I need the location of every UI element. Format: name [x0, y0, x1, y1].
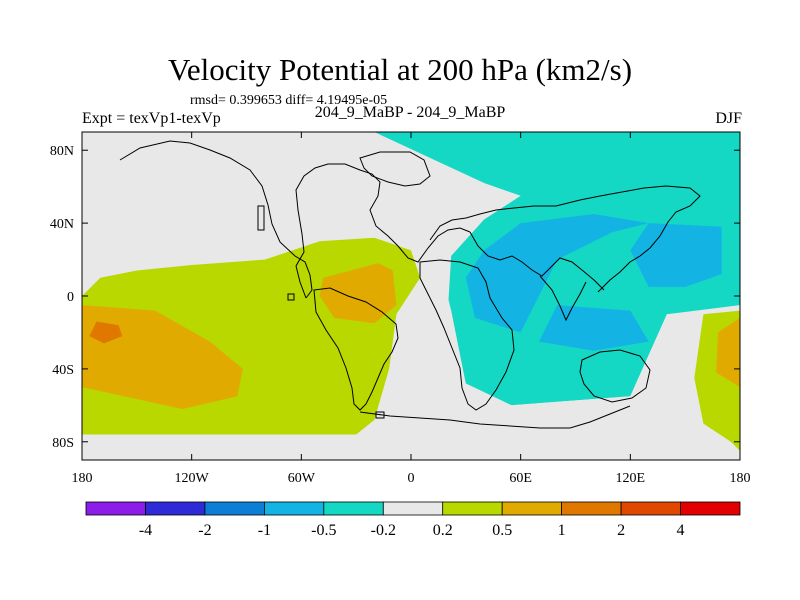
x-axis-ticks: 180 120W 60W 0 60E 120E 180	[72, 132, 751, 486]
colorbar-swatch	[323, 501, 384, 516]
region-indian-negative-south	[538, 305, 649, 351]
colorbar-swatch	[561, 501, 622, 516]
y-axis-ticks: 80N 40N 0 40S 80S	[50, 144, 740, 451]
colorbar-swatch	[442, 501, 503, 516]
region-pacific-positive-core	[82, 305, 243, 409]
rmsd-diff-label: rmsd= 0.399653 diff= 4.19495e-05	[190, 93, 388, 108]
y-tick-label: 80S	[52, 436, 74, 451]
colorbar-label: -2	[198, 522, 211, 539]
colorbar-label: 4	[677, 522, 685, 539]
region-pacific-strong-core	[89, 321, 123, 344]
region-neutral-arctic	[82, 141, 466, 296]
colorbar-label: -0.2	[371, 522, 396, 539]
colorbar-swatch	[145, 501, 206, 516]
contour-fill-regions	[82, 132, 740, 460]
colorbar-label: 1	[558, 522, 566, 539]
colorbar-label: -1	[258, 522, 271, 539]
colorbar-label: 0.2	[433, 522, 453, 539]
coastline-africa	[419, 259, 515, 411]
y-tick-label: 40N	[50, 217, 74, 232]
region-atlantic-positive-core	[319, 263, 397, 324]
coastline-india	[539, 275, 587, 322]
coastline-eurasia	[429, 185, 701, 293]
colorbar-swatch	[204, 501, 265, 516]
x-tick-label: 180	[72, 471, 93, 486]
coastline-greenland	[359, 151, 431, 187]
colorbar-label: 2	[617, 522, 625, 539]
region-southeast-positive-core	[716, 317, 740, 388]
y-tick-label: 40S	[52, 363, 74, 378]
colorbar-swatch	[680, 501, 741, 516]
coastline-south-america	[313, 287, 399, 411]
coastline-islands	[257, 205, 385, 419]
x-tick-label: 0	[408, 471, 415, 486]
region-indian-negative-west	[465, 214, 649, 333]
coastline-north-america	[119, 140, 313, 299]
colorbar-swatch	[620, 501, 681, 516]
season-label: DJF	[715, 110, 742, 127]
coastline-outlines	[119, 140, 701, 429]
region-pacific-negative-east	[630, 223, 722, 287]
x-tick-label: 120E	[616, 471, 646, 486]
region-neutral-atlantic	[383, 268, 740, 460]
colorbar-swatch	[501, 501, 563, 516]
y-tick-label: 0	[67, 290, 74, 305]
colorbar-swatch	[382, 501, 444, 516]
coastline-australia	[579, 349, 651, 403]
x-tick-label: 120W	[175, 471, 210, 486]
x-tick-label: 180	[730, 471, 751, 486]
x-tick-label: 60E	[509, 471, 532, 486]
coastline-antarctica	[359, 405, 631, 429]
experiment-label: Expt = texVp1-texVp	[82, 110, 221, 127]
colorbar-label: 0.5	[492, 522, 512, 539]
colorbar-swatch	[263, 501, 325, 516]
colorbar-swatch	[85, 501, 146, 516]
chart-title: Velocity Potential at 200 hPa (km2/s)	[167, 52, 633, 87]
colorbar: -4 -2 -1 -0.5 -0.2 0.2 0.5 1 2 4	[85, 501, 741, 539]
colorbar-label: -0.5	[311, 522, 336, 539]
case-label: 204_9_MaBP - 204_9_MaBP	[314, 104, 506, 121]
coastline-asia-south	[469, 231, 605, 291]
x-tick-label: 60W	[288, 471, 316, 486]
y-tick-label: 80N	[50, 144, 74, 159]
colorbar-label: -4	[139, 522, 152, 539]
region-neutral-southwest	[82, 434, 338, 460]
